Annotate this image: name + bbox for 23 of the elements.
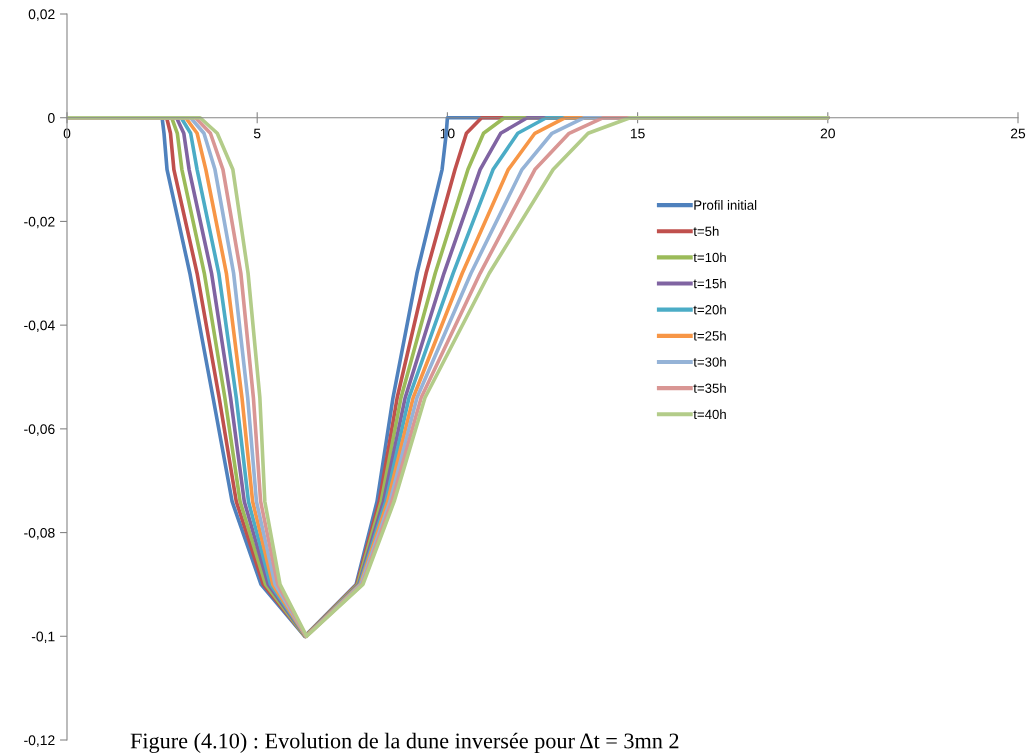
legend-label: Profil initial <box>694 200 757 210</box>
x-tick-label: 25 <box>1010 128 1026 139</box>
y-tick-label: 0 <box>48 113 55 123</box>
legend-label: t=25h <box>693 330 726 341</box>
x-tick-label: 15 <box>630 128 645 139</box>
legend-label: t=5h <box>693 226 719 236</box>
y-tick-label: -0,02 <box>24 216 55 229</box>
y-tick-label: -0,12 <box>24 735 55 747</box>
legend-label: t=35h <box>693 383 726 393</box>
y-tick-label: 0,02 <box>28 9 55 21</box>
x-tick-label: 5 <box>253 128 261 139</box>
y-tick-label: -0,1 <box>31 631 55 644</box>
legend-label: t=40h <box>693 409 726 420</box>
y-tick-label: -0,06 <box>24 424 55 436</box>
y-tick-label: -0,04 <box>24 320 55 332</box>
legend-label: t=30h <box>693 357 726 367</box>
y-tick-label: -0,08 <box>24 527 55 540</box>
legend-label: t=20h <box>693 304 726 315</box>
x-tick-label: 0 <box>63 128 71 139</box>
legend-label: t=15h <box>693 278 726 289</box>
annotation: Figure (4.10) : Evolution de la dune inversée pour Δt = 3mn 2 <box>130 732 679 753</box>
x-tick-label: 20 <box>820 128 835 139</box>
legend-label: t=10h <box>693 252 726 263</box>
